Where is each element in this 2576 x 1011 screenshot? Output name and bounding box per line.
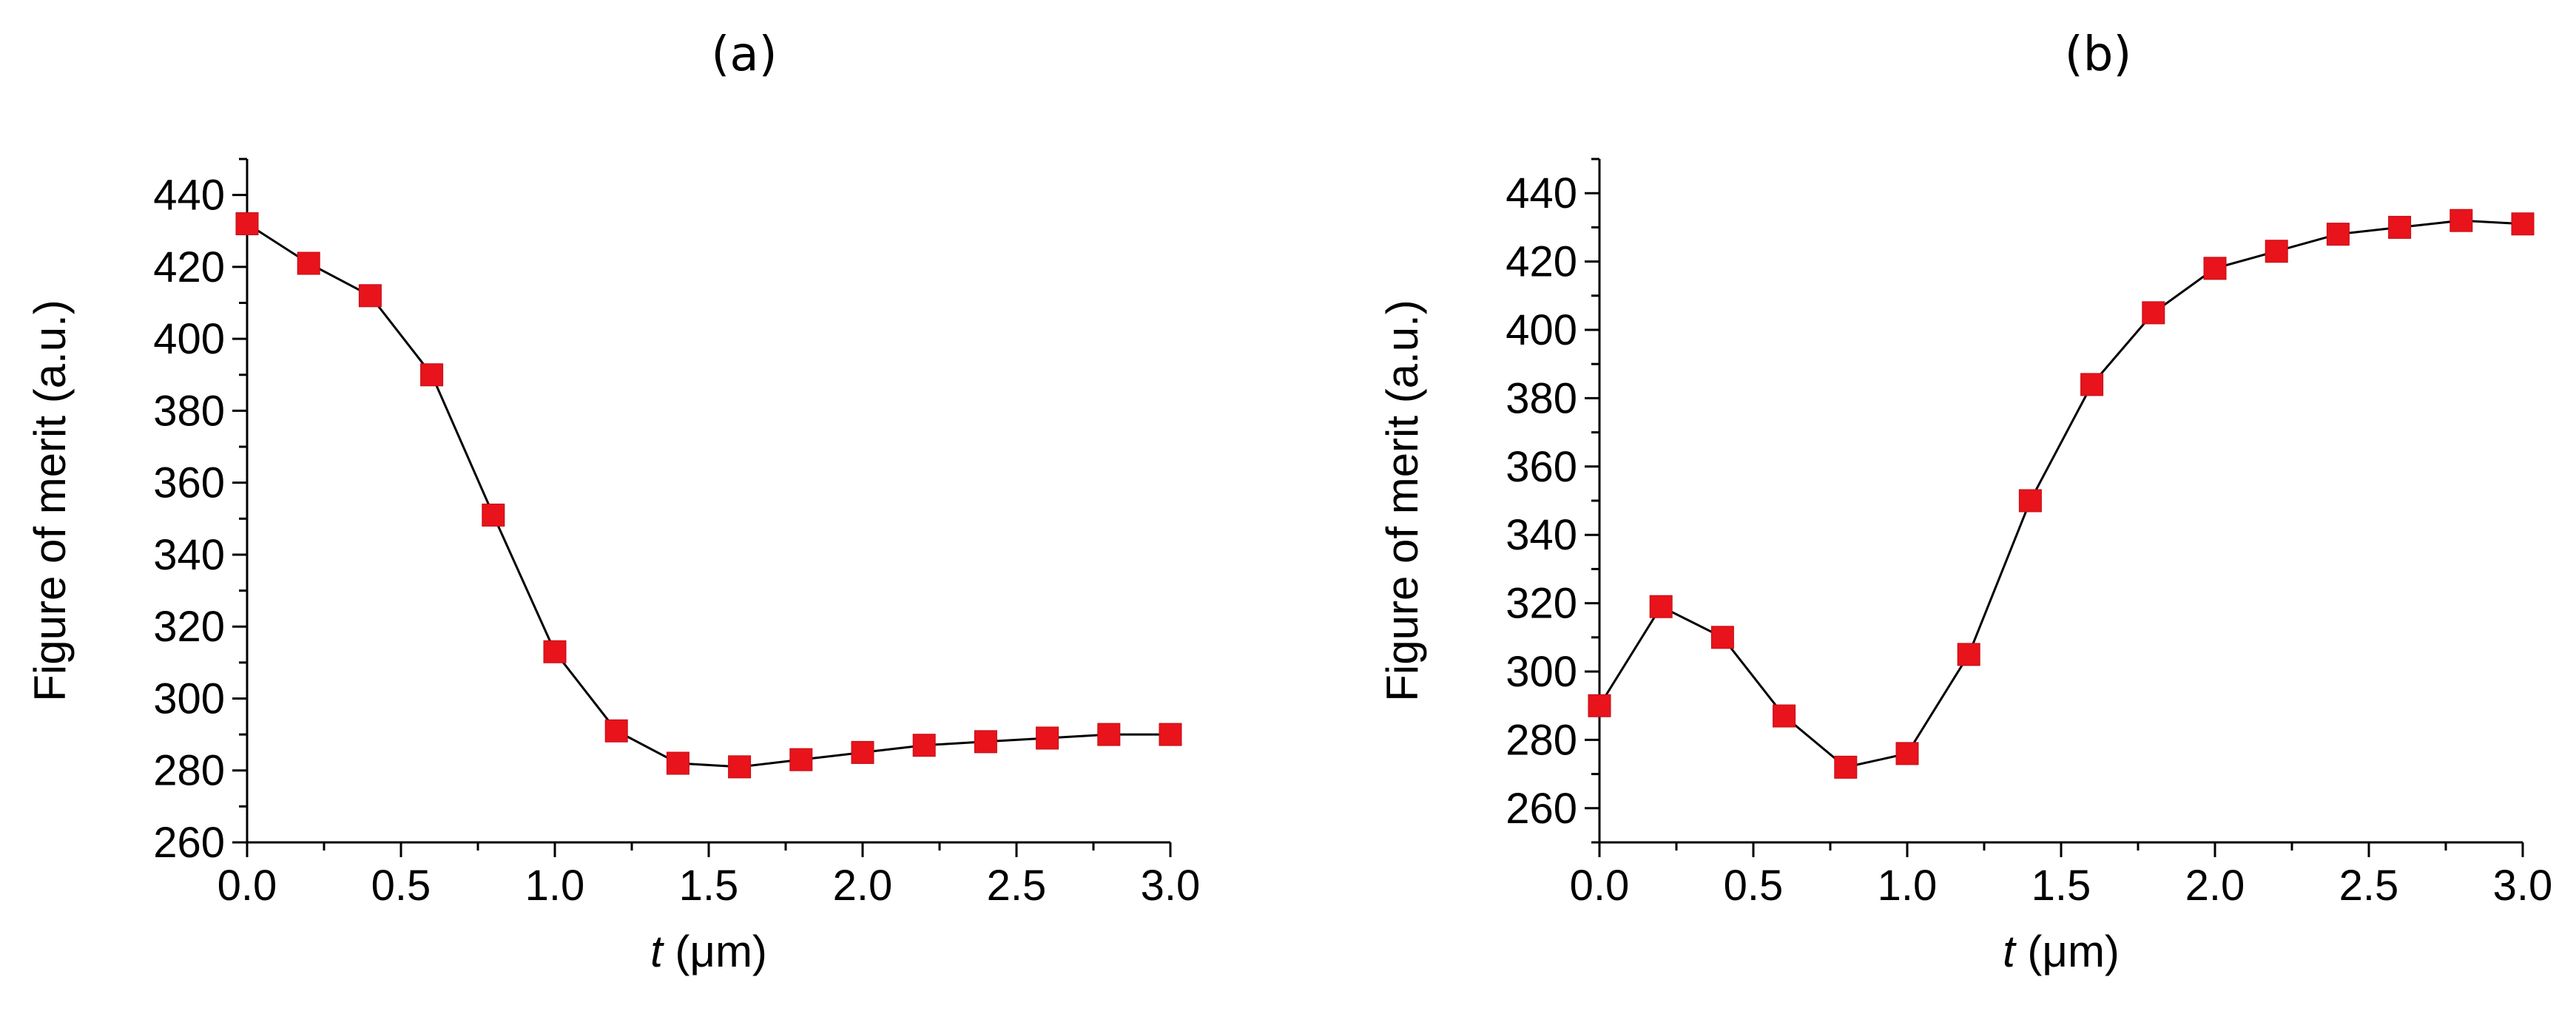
x-tick-label: 1.5 <box>679 862 739 910</box>
chart-panel-b: (b) 260 280 300 320 340 360 380 400 420 440 0.0 0.5… <box>1378 27 2552 976</box>
data-point <box>543 640 567 663</box>
x-tick-label: 3.0 <box>1141 862 1201 910</box>
y-tick-label: 260 <box>1506 785 1577 833</box>
y-tick-label: 380 <box>1506 374 1577 422</box>
data-point <box>2449 209 2473 232</box>
x-tick-label: 1.5 <box>2032 862 2091 910</box>
x-tick-label: 0.5 <box>371 862 431 910</box>
data-point <box>2326 223 2350 246</box>
panel-label-a: (a) <box>711 27 777 82</box>
data-point <box>2203 257 2227 280</box>
data-point <box>1588 694 1611 717</box>
x-axis-label: t (μm) <box>2003 927 2120 976</box>
y-tick-label: 300 <box>1506 648 1577 696</box>
x-tick-label: 2.5 <box>987 862 1047 910</box>
y-tick-label: 360 <box>1506 443 1577 491</box>
x-axis-label-italic: t <box>2003 927 2017 976</box>
x-tick-label: 1.0 <box>525 862 585 910</box>
data-point <box>358 284 382 308</box>
data-point <box>1773 704 1796 728</box>
data-point <box>2142 301 2165 325</box>
x-tick-label: 2.0 <box>833 862 893 910</box>
x-axis-label: t (μm) <box>650 927 767 976</box>
x-tick-label: 3.0 <box>2493 862 2553 910</box>
data-point <box>2080 373 2104 396</box>
series-line <box>1598 219 2523 769</box>
x-tick-label: 2.5 <box>2339 862 2399 910</box>
y-tick-label: 360 <box>153 459 225 507</box>
x-tick-label: 0.5 <box>1724 862 1784 910</box>
y-tick-label: 340 <box>1506 511 1577 559</box>
x-axis-label-unit: (μm) <box>2015 927 2120 976</box>
data-point <box>235 212 259 236</box>
data-point <box>728 755 752 779</box>
series-line <box>246 223 1170 768</box>
chart-panel-a: (a) 260 280 300 320 340 360 380 400 420 440 0.0 0.5… <box>25 27 1200 976</box>
data-point <box>789 748 813 771</box>
panel-label-b: (b) <box>2065 27 2132 82</box>
y-tick-label: 420 <box>1506 238 1577 286</box>
x-tick-label: 0.0 <box>218 862 277 910</box>
y-tick-label: 260 <box>153 819 225 867</box>
data-point <box>297 251 320 275</box>
data-point <box>974 730 997 754</box>
data-point <box>666 751 689 775</box>
data-point <box>420 363 444 387</box>
data-point <box>851 740 874 764</box>
data-point <box>2511 212 2535 236</box>
y-axis-label: Figure of merit (a.u.) <box>1378 300 1427 702</box>
x-axis-label-italic: t <box>650 927 664 976</box>
data-point <box>2018 489 2042 513</box>
data-point <box>1895 742 1919 765</box>
x-tick-label: 2.0 <box>2185 862 2245 910</box>
y-tick-label: 400 <box>1506 306 1577 354</box>
data-point <box>1097 723 1121 746</box>
y-axis-label: Figure of merit (a.u.) <box>25 300 75 702</box>
data-point <box>1159 723 1182 746</box>
y-tick-label: 280 <box>1506 716 1577 764</box>
data-point <box>1957 643 1980 666</box>
y-tick-label: 280 <box>153 747 225 795</box>
x-axis-label-unit: (μm) <box>663 927 767 976</box>
data-point <box>2388 215 2412 239</box>
data-point <box>1036 726 1059 750</box>
y-tick-label: 420 <box>153 243 225 291</box>
y-tick-label: 440 <box>1506 169 1577 217</box>
data-point <box>1649 595 1673 618</box>
data-point <box>2265 240 2288 263</box>
y-tick-label: 320 <box>153 603 225 651</box>
data-point <box>912 734 936 757</box>
y-tick-label: 400 <box>153 315 225 363</box>
x-tick-label: 0.0 <box>1570 862 1630 910</box>
data-point <box>604 719 628 743</box>
data-point <box>482 503 505 527</box>
y-tick-label: 440 <box>153 172 225 220</box>
plot-area-b: 260 280 300 320 340 360 380 400 420 440 0.0 0.5 1.0 1… <box>1378 158 2553 976</box>
y-tick-label: 300 <box>153 674 225 723</box>
y-tick-label: 380 <box>153 387 225 435</box>
y-tick-label: 320 <box>1506 580 1577 628</box>
plot-area-a: 260 280 300 320 340 360 380 400 420 440 0.0 0.5 1.0 1… <box>25 158 1201 976</box>
data-point <box>1834 755 1858 779</box>
x-tick-label: 1.0 <box>1878 862 1938 910</box>
y-tick-label: 340 <box>153 531 225 579</box>
data-point <box>1710 626 1734 649</box>
